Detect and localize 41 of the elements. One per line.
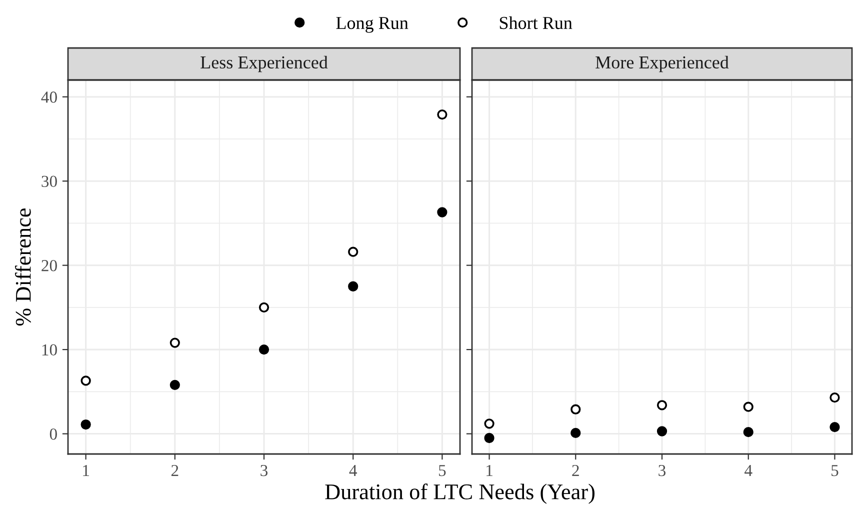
- point: [258, 344, 270, 355]
- point: [170, 338, 180, 348]
- point: [570, 428, 581, 438]
- y-axis-title: % Difference: [14, 208, 31, 326]
- point: [656, 400, 668, 410]
- x-tick-label: 3: [658, 464, 666, 476]
- legend-label: Short Run: [500, 16, 572, 30]
- x-tick-label: 4: [744, 465, 752, 476]
- point: [258, 302, 270, 313]
- x-axis-title: Duration of LTC Needs (Year): [325, 484, 594, 504]
- x-tick-label: 5: [438, 465, 446, 476]
- point: [437, 109, 448, 120]
- point: [570, 404, 581, 414]
- x-tick-label: 5: [832, 465, 838, 476]
- point: [80, 419, 91, 430]
- point: [170, 380, 180, 390]
- point: [484, 432, 494, 444]
- point: [830, 422, 840, 432]
- x-tick-label: 1: [83, 464, 89, 476]
- y-tick-label: 20: [42, 260, 57, 272]
- x-tick-label: 2: [171, 464, 178, 476]
- x-tick-label: 1: [486, 464, 492, 476]
- point: [743, 427, 754, 438]
- point: [80, 376, 91, 386]
- point: [348, 246, 358, 257]
- point: [484, 418, 494, 429]
- y-tick-label: 0: [50, 428, 57, 440]
- point: [743, 402, 754, 412]
- y-tick-label: 40: [41, 92, 57, 103]
- x-tick-label: 4: [349, 465, 357, 476]
- chart-title: More Experienced: [596, 56, 729, 72]
- y-tick-label: 30: [42, 176, 57, 188]
- point: [830, 392, 840, 403]
- point: [437, 207, 448, 218]
- x-tick-label: 3: [260, 464, 268, 476]
- point: [348, 281, 358, 292]
- point: [656, 426, 668, 436]
- y-tick-label: 10: [42, 344, 57, 356]
- x-tick-label: 2: [572, 464, 579, 476]
- legend-label: Long Run: [336, 17, 408, 33]
- chart-title: Less Experienced: [200, 56, 328, 72]
